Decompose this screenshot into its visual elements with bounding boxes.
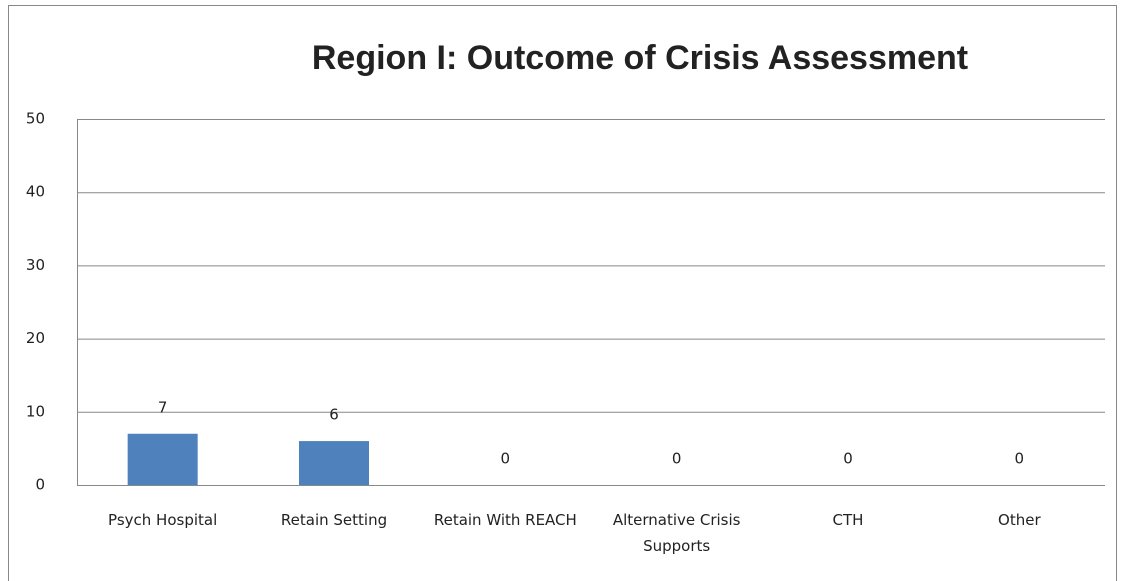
- x-tick-label: Alternative Crisis Supports: [612, 511, 741, 555]
- x-tick-label: Retain Setting: [280, 511, 388, 529]
- bar: [127, 433, 198, 485]
- y-tick-label: 0: [35, 476, 45, 494]
- x-tick-label: CTH: [832, 511, 864, 529]
- x-tick-label: Other: [998, 511, 1041, 529]
- chart-frame: [8, 5, 1117, 581]
- y-tick-label: 50: [26, 110, 45, 128]
- y-tick-label: 20: [26, 329, 45, 347]
- data-label: 7: [158, 398, 168, 416]
- y-tick-label: 40: [26, 183, 45, 201]
- y-tick-label: 10: [26, 402, 45, 420]
- chart-title: Region I: Outcome of Crisis Assessment: [312, 39, 968, 77]
- data-label: 6: [329, 406, 339, 424]
- data-label: 0: [672, 450, 682, 468]
- data-label: 0: [501, 450, 511, 468]
- x-tick-label: Retain With REACH: [433, 511, 577, 529]
- data-label: 0: [1015, 450, 1025, 468]
- x-tick-label: Psych Hospital: [108, 511, 218, 529]
- bar: [299, 441, 369, 485]
- y-tick-label: 30: [26, 256, 45, 274]
- data-label: 0: [843, 450, 853, 468]
